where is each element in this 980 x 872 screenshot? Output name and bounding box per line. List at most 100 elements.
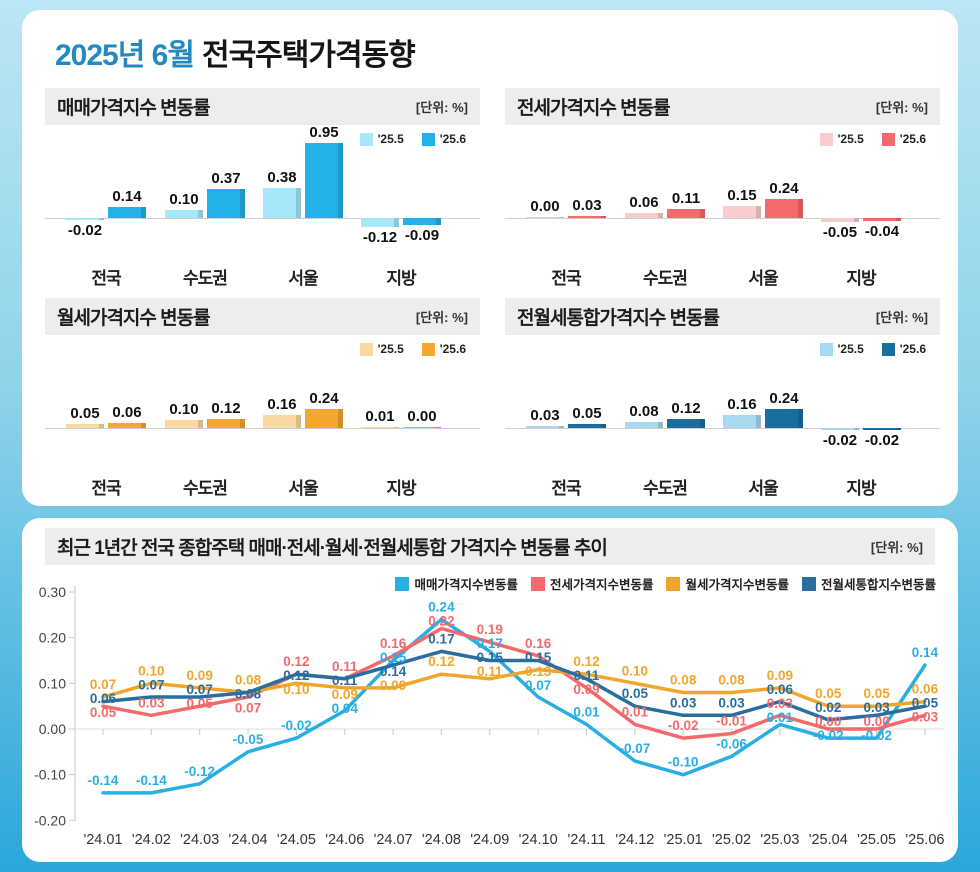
legend-swatch-previous-month [359, 132, 373, 146]
data-point-label: -0.02 [813, 728, 844, 743]
data-point-label: -0.02 [281, 718, 312, 733]
data-point-label: 0.08 [235, 672, 262, 687]
bar [305, 409, 343, 428]
data-point-label: 0.01 [573, 704, 600, 719]
bar [66, 218, 104, 220]
data-point-label: 0.13 [525, 664, 552, 679]
legend-label: '25.5 [837, 342, 864, 356]
x-axis-tick-label: '25.04 [809, 832, 848, 848]
data-point-label: 0.02 [815, 700, 841, 715]
bar [66, 424, 104, 428]
x-axis-tick-label: '24.10 [519, 832, 558, 848]
y-axis-tick-label: -0.20 [34, 812, 66, 828]
x-axis-tick-label: '24.03 [180, 832, 219, 848]
bar-value-label: 0.12 [671, 400, 701, 417]
legend-swatch [395, 576, 410, 591]
data-point-label: -0.10 [668, 755, 699, 770]
chart-title: 매매가격지수 변동률 [57, 98, 211, 119]
data-point-label: 0.09 [573, 682, 599, 697]
unit-label: [단위: %] [415, 100, 468, 115]
chart-legend: '25.5 '25.6 [819, 342, 926, 356]
legend-label: '25.5 [837, 132, 864, 146]
data-point-label: 0.03 [670, 695, 697, 710]
legend-label: '25.5 [377, 132, 404, 146]
category-label: 수도권 [643, 479, 688, 498]
bar [361, 218, 399, 227]
data-point-label: -0.14 [136, 773, 167, 788]
bar-value-label: -0.02 [67, 222, 103, 239]
bar-value-label: 0.00 [530, 198, 560, 215]
data-point-label: 0.07 [90, 677, 116, 692]
data-point-label: -0.01 [716, 714, 747, 729]
category-label: 전국 [91, 269, 121, 288]
chart-legend: '25.5 '25.6 [359, 132, 466, 146]
category-label: 수도권 [183, 269, 228, 288]
bar [165, 420, 203, 428]
x-axis-tick-label: '24.12 [615, 832, 654, 848]
data-point-label: 0.22 [428, 613, 454, 628]
chart-header: 전월세통합가격지수 변동률 [단위: %] [505, 298, 940, 335]
data-point-label: 0.00 [863, 714, 889, 729]
legend-item: '25.5 [819, 342, 864, 356]
zero-axis-line [505, 428, 940, 429]
bar [108, 207, 146, 218]
x-axis-tick-label: '24.04 [229, 832, 268, 848]
x-axis-tick-label: '24.11 [568, 832, 606, 848]
category-label: 서울 [288, 269, 318, 288]
x-axis-tick-label: '24.05 [277, 832, 316, 848]
data-point-label: 0.07 [138, 677, 164, 692]
x-axis-tick-label: '25.02 [712, 832, 751, 848]
bar-value-label: -0.12 [362, 229, 398, 246]
y-axis-tick-label: -0.10 [34, 767, 66, 783]
bar [568, 424, 606, 428]
data-point-label: -0.14 [88, 773, 119, 788]
legend-item: '25.5 [359, 342, 404, 356]
bar-value-label: 0.06 [629, 194, 659, 211]
bar [821, 428, 859, 430]
data-point-label: 0.03 [767, 696, 794, 711]
category-axis: 전국 수도권 서울 지방 [45, 474, 480, 498]
bar-value-label: -0.05 [822, 224, 858, 241]
legend-item: '25.5 [819, 132, 864, 146]
data-point-label: 0.01 [622, 704, 649, 719]
bar [526, 217, 564, 218]
bar [108, 423, 146, 428]
chart-header: 월세가격지수 변동률 [단위: %] [45, 298, 480, 335]
trend-chart-legend: 매매가격지수변동률 전세가격지수변동률 월세가격지수변동률 전월세통합지수변동률 [395, 574, 936, 593]
unit-label: [단위: %] [875, 310, 928, 325]
data-point-label: 0.07 [525, 678, 551, 693]
data-point-label: 0.10 [622, 663, 648, 678]
data-point-label: 0.09 [332, 687, 358, 702]
category-axis: 전국 수도권 서울 지방 [45, 264, 480, 288]
trend-line-series-4 [101, 649, 927, 722]
bar-value-label: 0.12 [211, 400, 241, 417]
category-axis: 전국 수도권 서울 지방 [505, 474, 940, 498]
data-point-label: 0.15 [525, 650, 552, 665]
bar [263, 415, 301, 428]
chart-header: 전세가격지수 변동률 [단위: %] [505, 88, 940, 125]
data-point-label: -0.06 [716, 736, 747, 751]
bar [165, 210, 203, 218]
bar-value-label: 0.24 [769, 390, 799, 407]
bar-value-label: -0.09 [404, 227, 440, 244]
data-point-label: 0.17 [428, 631, 454, 646]
bar [207, 419, 245, 428]
bar [821, 218, 859, 222]
zero-axis-line [45, 428, 480, 429]
bar [568, 216, 606, 218]
x-axis-tick-label: '25.06 [905, 832, 944, 848]
data-point-label: 0.15 [380, 650, 407, 665]
monthly-rent-bar-chart: 월세가격지수 변동률 [단위: %] '25.5'25.6 0.05 0.10 0.16 0… [45, 298, 480, 498]
data-point-label: 0.16 [380, 636, 407, 651]
data-point-label: 0.16 [525, 636, 552, 651]
category-label: 전국 [551, 479, 581, 498]
data-point-label: 0.10 [283, 682, 309, 697]
bar-value-label: 0.05 [572, 405, 602, 422]
bar-value-label: 0.24 [769, 180, 799, 197]
legend-label: 전세가격지수변동률 [549, 578, 654, 592]
page-title: 2025년 6월 전국주택가격동향 [55, 30, 416, 74]
data-point-label: 0.10 [138, 663, 164, 678]
bar [625, 422, 663, 428]
data-point-label: -0.02 [668, 718, 699, 733]
data-point-label: 0.11 [332, 673, 358, 688]
